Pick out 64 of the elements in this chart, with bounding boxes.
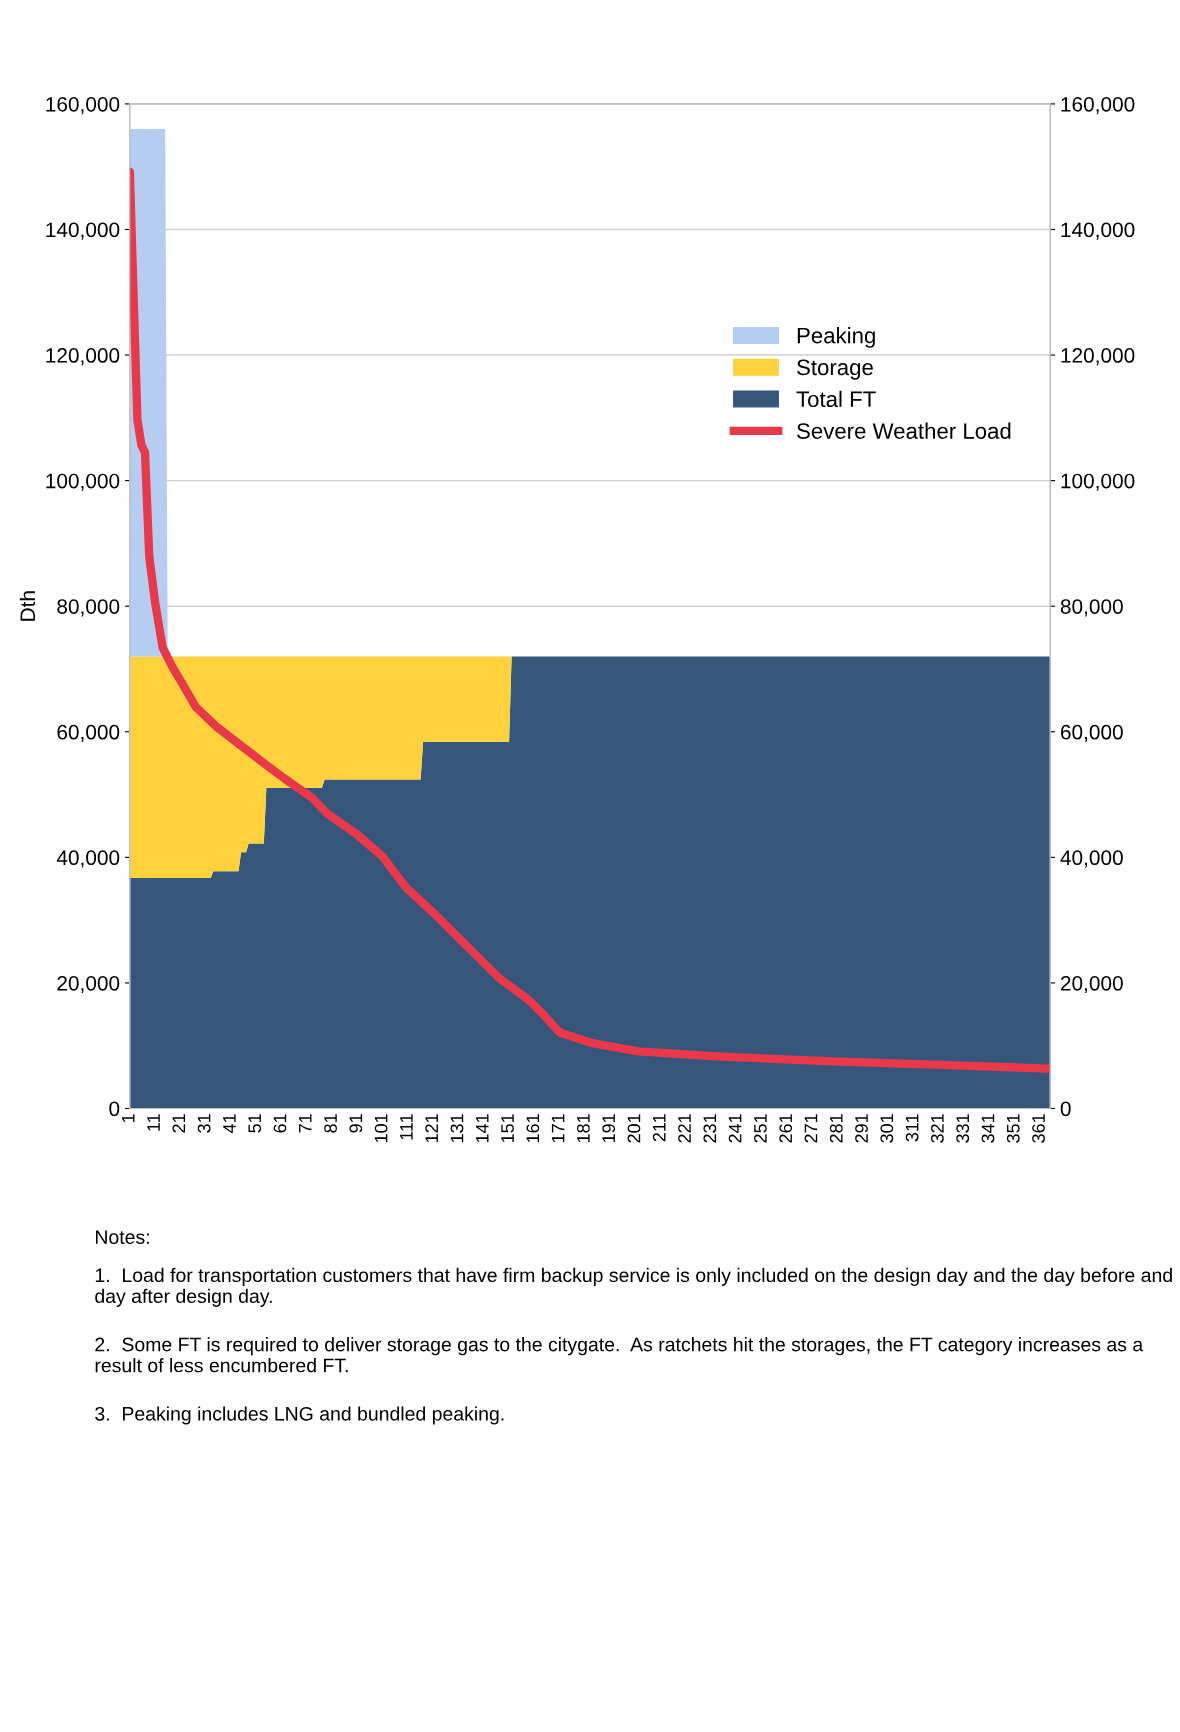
x-tick-label: 131	[450, 1114, 464, 1143]
x-tick-label: 121	[425, 1114, 438, 1143]
text: 3. Peaking includes LNG and bundled peaking.	[95, 1406, 504, 1425]
x-tick-label: 231	[703, 1114, 717, 1143]
y-tick-label: 100,000	[46, 473, 120, 491]
x-tick-label: 81	[324, 1114, 337, 1133]
y-tick-label: 120,000	[46, 348, 120, 366]
x-tick-label: 331	[956, 1114, 970, 1143]
x-tick-label: 51	[248, 1114, 262, 1133]
y-tick-label: 140,000	[46, 222, 120, 240]
x-tick-label: 41	[223, 1114, 236, 1134]
x-tick-label: 191	[602, 1114, 616, 1143]
x-tick-label: 1	[122, 1114, 135, 1122]
x-tick-label: 301	[880, 1114, 894, 1143]
x-tick-label: 31	[197, 1114, 211, 1133]
x-tick-label: 241	[728, 1114, 742, 1143]
y2-tick-label: 160,000	[1061, 96, 1135, 115]
legend-label: Total FT	[796, 390, 876, 408]
x-tick-label: 141	[476, 1114, 489, 1143]
y-tick-label: 40,000	[56, 850, 120, 868]
x-tick-label: 201	[627, 1114, 641, 1143]
y-tick-label: 0	[109, 1101, 120, 1117]
x-tick-label: 61	[273, 1114, 287, 1133]
x-tick-label: 361	[1032, 1114, 1045, 1143]
y2-tick-label: 60,000	[1060, 724, 1123, 742]
legend-label: Storage	[797, 359, 873, 380]
x-tick-label: 91	[349, 1114, 363, 1133]
x-tick-label: 21	[172, 1114, 186, 1133]
x-tick-label: 281	[829, 1114, 843, 1143]
x-tick-label: 221	[678, 1114, 691, 1143]
x-tick-label: 261	[779, 1114, 793, 1143]
y-tick-label: 60,000	[57, 724, 120, 742]
x-tick-label: 341	[981, 1114, 995, 1143]
x-tick-label: 321	[931, 1114, 944, 1143]
y-tick-label: 80,000	[57, 599, 120, 617]
y2-tick-label: 140,000	[1061, 222, 1135, 240]
y2-tick-label: 40,000	[1060, 850, 1123, 868]
y-axis-title: Dth	[19, 591, 36, 621]
x-tick-label: 151	[501, 1114, 514, 1143]
y-tick-label: 160,000	[46, 96, 120, 115]
text: Notes:	[96, 1230, 149, 1244]
text: 1. Load for transportation customers that have firm backup service is only included on the design day and the day before and day after design day.	[95, 1267, 1172, 1307]
x-tick-label: 101	[374, 1114, 388, 1143]
x-tick-label: 311	[905, 1114, 919, 1142]
y2-tick-label: 20,000	[1060, 975, 1123, 994]
x-tick-label: 181	[577, 1114, 590, 1143]
x-tick-label: 171	[551, 1114, 565, 1143]
y-tick-label: 20,000	[57, 975, 120, 994]
legend-label: Severe Weather Load	[797, 422, 1011, 439]
x-tick-label: 251	[754, 1114, 767, 1143]
y2-tick-label: 120,000	[1061, 348, 1135, 366]
y2-tick-label: 100,000	[1061, 473, 1135, 491]
y2-tick-label: 80,000	[1060, 599, 1123, 617]
x-tick-label: 161	[526, 1114, 540, 1143]
x-tick-label: 291	[855, 1114, 868, 1143]
text: 2. Some FT is required to deliver storage gas to the citygate. As ratchets hit the storages, the FT category increases as a result of less encumbered FT.	[95, 1337, 1144, 1373]
y2-tick-label: 0	[1060, 1101, 1071, 1117]
x-tick-label: 351	[1006, 1114, 1020, 1143]
x-tick-label: 211	[652, 1114, 666, 1142]
x-tick-label: 11	[147, 1114, 160, 1131]
x-tick-label: 271	[804, 1114, 818, 1143]
x-tick-label: 111	[400, 1114, 413, 1140]
x-tick-label: 71	[299, 1114, 312, 1133]
legend-label: Peaking	[797, 327, 875, 348]
